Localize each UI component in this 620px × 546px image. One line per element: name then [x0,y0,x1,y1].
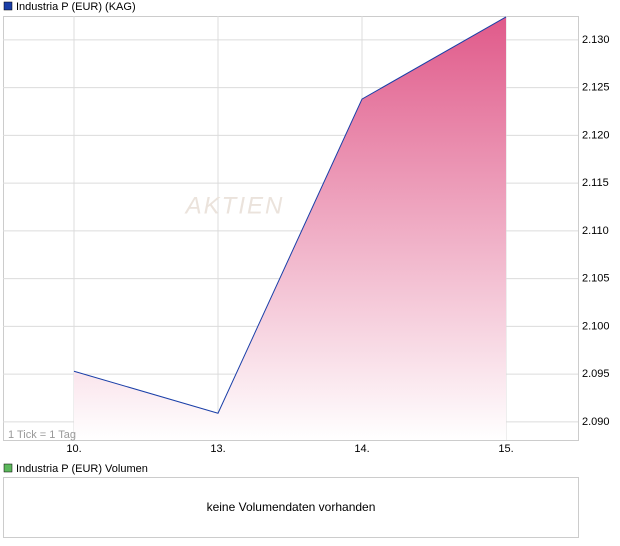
line [73,16,507,414]
legend-swatch [3,1,13,11]
x-tick-label: 15. [498,443,513,455]
y-tick-label: 2.095 [582,368,610,380]
y-tick-label: 2.110 [582,225,609,237]
y-tick-label: 2.130 [582,34,610,46]
legend-swatch [3,463,13,473]
y-tick-label: 2.105 [582,273,610,285]
y-tick-label: 2.090 [582,416,610,428]
volume-message: keine Volumendaten vorhanden [207,500,376,514]
note: 1 Tick = 1 Tag [8,429,76,441]
x-tick-label: 13. [210,443,225,455]
legend-label: Industria P (EUR) (KAG) [16,1,136,13]
x-tick-label: 10. [66,443,81,455]
x-tick-label: 14. [354,443,369,455]
area [74,16,506,440]
watermark: AKTIEN [184,192,285,219]
y-tick-label: 2.115 [582,177,609,189]
y-tick-label: 2.120 [582,129,610,141]
y-tick-label: 2.100 [582,320,610,332]
y-tick-label: 2.125 [582,82,610,94]
legend-label: Industria P (EUR) Volumen [16,463,148,475]
volume-frame [3,477,579,538]
